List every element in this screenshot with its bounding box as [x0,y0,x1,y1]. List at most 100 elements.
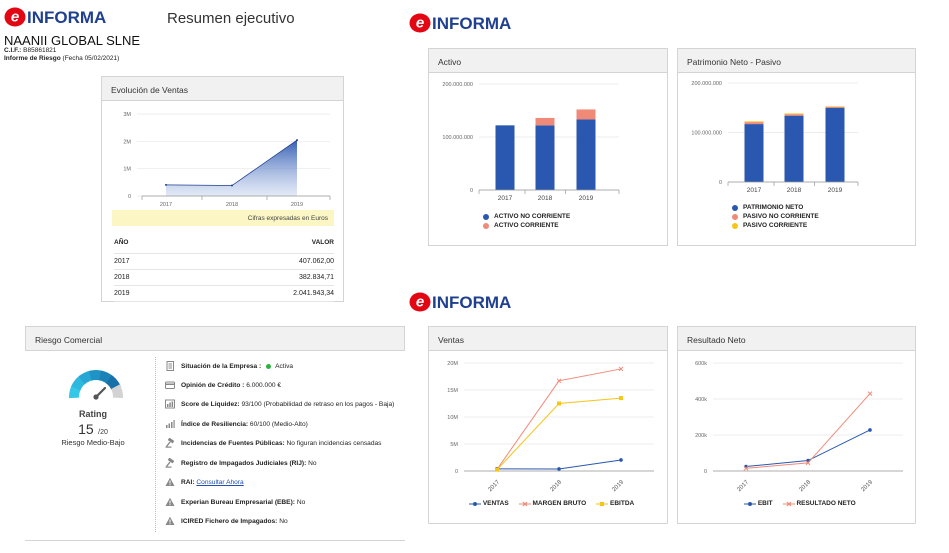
legend-item: EBITDA [596,499,634,508]
company-name: NAANII GLOBAL SLNE [4,33,141,48]
warning-icon [165,516,175,526]
bar-segment [744,121,764,123]
signal-bars-icon [165,419,175,429]
data-point [619,458,623,462]
y-tick-label: 0 [719,180,722,186]
risk-item-label: Score de Liquidez: [181,400,240,408]
x-tick-label: 2017 [160,202,172,208]
legend-swatch [732,204,738,211]
resultado-panel: Resultado Neto 0 200k 400k 600k 2017 2018 2019… [677,326,916,524]
area-fill [166,140,297,196]
col-year-header: AÑO [114,233,175,254]
risk-divider [155,357,156,532]
bar-segment [744,124,764,182]
risk-item-value: No [296,498,306,506]
data-point [557,467,561,471]
legend-swatch [744,501,756,506]
legend-item: PATRIMONIO NETO [732,203,819,212]
panel-title: Ventas [429,327,667,351]
legend-swatch [483,222,489,229]
legend-item: EBIT [744,499,773,508]
legend-label: ACTIVO NO CORRIENTE [494,213,571,220]
document-icon [165,361,175,371]
legend-label: ACTIVO CORRIENTE [494,222,559,229]
x-tick-label: 2018 [787,187,802,194]
panel-title: Riesgo Comercial [25,327,405,351]
y-tick-label: 0 [128,194,131,200]
risk-item-opinion: Opinión de Crédito : 6.000.000 € [165,377,281,393]
y-tick-label: 600k [695,361,707,367]
bar-segment [825,106,845,108]
data-point [618,366,624,372]
risk-item-value: Activa [275,362,294,370]
table-row: 2019 2.041.943,34 [114,285,334,302]
bar-segment [495,125,515,190]
chart-legend: ACTIVO NO CORRIENTE ACTIVO CORRIENTE [483,212,570,230]
bar-segment [576,119,596,190]
row-value: 382.834,71 [174,269,334,286]
resultado-chart: 0 200k 400k 600k 2017 2018 2019 [695,361,903,493]
risk-item-value: 60/100 (Medio-Alto) [249,420,308,428]
x-tick-label: 2017 [498,195,513,202]
ventas-panel: Ventas 0 5M 10M 15M 20M 2017 2018 2019 VENTAS M… [428,326,668,524]
row-year: 2018 [114,269,175,286]
table-row: 2018 382.834,71 [114,269,334,286]
panel-title: Resultado Neto [678,327,915,351]
x-tick-label: 2019 [579,195,594,202]
ventas-chart: 0 5M 10M 15M 20M 2017 2018 2019 [447,361,654,493]
patrimonio-chart: 0 100.000.000 200.000.000 2017 2018 2019 [691,81,859,194]
legend-item: PASIVO CORRIENTE [732,221,819,230]
y-tick-label: 0 [704,469,707,475]
legend-label: PATRIMONIO NETO [743,204,804,211]
status-dot [266,363,272,369]
panel-title: Patrimonio Neto - Pasivo [678,49,915,73]
chart-legend: VENTAS MARGEN BRUTO EBITDA [469,499,634,508]
risk-item-value: No [279,517,288,525]
einforma-logo: e INFORMA [409,291,521,313]
report-label: Informe de Riesgo [4,55,61,62]
legend-item: VENTAS [469,499,509,508]
risk-item-value: No figuran incidencias censadas [286,439,382,447]
risk-item-value: No [308,459,317,467]
cif-line: C.I.F.: B85861821 [4,47,56,54]
rating-score: 15 /20 [60,421,126,439]
cif-value: B85861821 [23,47,57,54]
ventas-evolution-panel: Evolución de Ventas 0 1M 2M 3M 2017 2018 2019 … [101,76,344,302]
legend-item: ACTIVO CORRIENTE [483,221,570,230]
legend-label: MARGEN BRUTO [532,500,587,507]
risk-item-label: Situación de la Empresa : [181,362,262,370]
currency-note: Cifras expresadas en Euros [112,210,334,226]
y-tick-label: 200.000.000 [442,82,473,88]
table-row: 2017 407.062,00 [114,253,334,270]
rating-gauge [69,370,123,400]
risk-item-liquidez: Score de Liquidez: 93/100 (Probabilidad … [165,396,394,412]
y-tick-label: 100.000.000 [691,131,722,137]
y-tick-label: 200k [695,433,707,439]
warning-icon [165,497,175,507]
gauge-segment [111,384,123,399]
legend-swatch [518,501,531,506]
bar-segment [784,113,804,115]
x-tick-label: 2019 [291,202,303,208]
data-point [619,396,623,401]
legend-swatch [483,213,489,220]
ventas-table: AÑO VALOR 2017 407.062,00 2018 382.834,7… [114,233,334,302]
x-tick-label: 2017 [747,187,762,194]
risk-item-label: Registro de Impagados Judiciales (RIJ): [181,459,307,467]
bar-segment [535,117,555,126]
patrimonio-panel: Patrimonio Neto - Pasivo 0 100.000.000 200… [677,48,916,246]
risk-item-label: RAI: [181,478,195,486]
y-tick-label: 400k [695,397,707,403]
svg-text:e: e [11,9,19,26]
panel-title: Activo [429,49,667,73]
legend-label: PASIVO NO CORRIENTE [743,213,819,220]
rating-scale: /20 [98,429,108,436]
legend-label: VENTAS [482,500,509,507]
bar-segment [744,122,764,125]
gauge-segment [88,370,104,381]
series-line [745,393,871,469]
chart-legend: PATRIMONIO NETO PASIVO NO CORRIENTE PASI… [732,203,819,230]
rai-consult-link[interactable]: Consultar Ahora [196,478,244,486]
risk-panel: Riesgo Comercial [25,326,405,540]
bar-segment [784,115,804,182]
